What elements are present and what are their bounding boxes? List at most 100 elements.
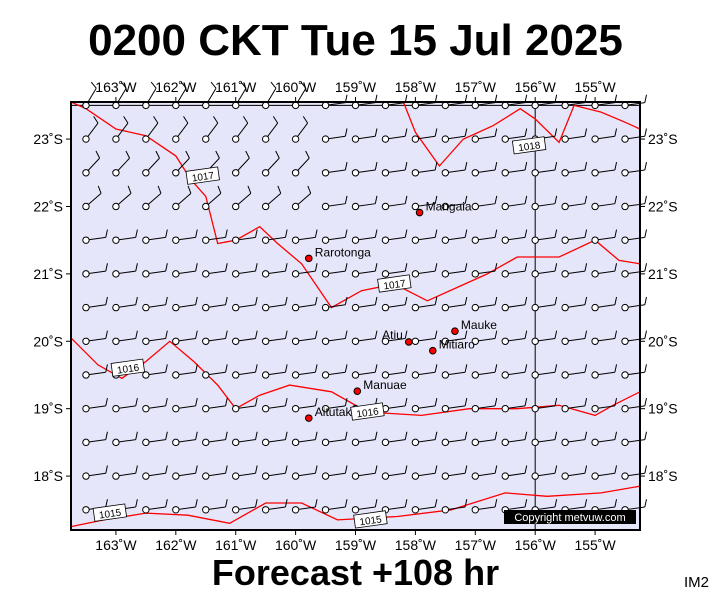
place-marker: Manuae bbox=[353, 378, 407, 395]
place-dot bbox=[451, 327, 459, 335]
wind-barb bbox=[82, 364, 108, 379]
wind-barb bbox=[172, 185, 192, 211]
wind-barb bbox=[621, 162, 647, 177]
lon-label-top: 159˚W bbox=[335, 79, 377, 95]
isobar-labels: 1015 1015 1016 1016 1017 1017 1018 bbox=[92, 136, 547, 529]
wind-barb bbox=[291, 397, 318, 413]
wind-barb bbox=[321, 195, 348, 211]
isobar-label: 1016 bbox=[110, 358, 146, 377]
isobar-value: 1015 bbox=[98, 508, 122, 522]
chart-title: 0200 CKT Tue 15 Jul 2025 bbox=[88, 16, 623, 65]
isobar-value: 1016 bbox=[356, 406, 380, 420]
lat-label-left: 21˚S bbox=[33, 266, 63, 282]
wind-barb bbox=[291, 330, 318, 345]
wind-barb bbox=[291, 296, 318, 312]
wind-barb bbox=[142, 364, 168, 379]
wind-barb bbox=[441, 499, 468, 514]
lon-label-bottom: 157˚W bbox=[455, 537, 497, 553]
wind-barb bbox=[321, 465, 348, 480]
wind-barb bbox=[531, 229, 558, 244]
wind-barb bbox=[471, 499, 498, 514]
wind-barb bbox=[501, 162, 528, 177]
wind-barb bbox=[351, 330, 378, 345]
wind-barb bbox=[261, 263, 288, 278]
wind-barb bbox=[561, 465, 588, 480]
lon-label-bottom: 160˚W bbox=[275, 537, 317, 553]
wind-barb bbox=[291, 185, 312, 211]
wind-barb bbox=[531, 397, 558, 413]
wind-barb bbox=[591, 364, 618, 379]
isobar-label: 1018 bbox=[511, 136, 547, 155]
place-name: Mitiaro bbox=[439, 338, 475, 352]
wind-barb bbox=[621, 397, 647, 413]
wind-barb bbox=[351, 296, 378, 312]
wind-barb bbox=[381, 263, 408, 278]
isobar-label: 1016 bbox=[350, 402, 385, 421]
isobar-value: 1018 bbox=[518, 140, 542, 154]
wind-barb bbox=[142, 465, 168, 480]
wind-barb bbox=[531, 263, 558, 278]
wind-barb bbox=[411, 499, 438, 514]
isobars bbox=[70, 101, 641, 528]
wind-barb bbox=[321, 128, 348, 143]
isobar-value: 1017 bbox=[383, 278, 407, 292]
wind-barb bbox=[531, 296, 558, 312]
wind-barb bbox=[591, 162, 618, 177]
wind-barb bbox=[621, 263, 647, 278]
lon-label-top: 158˚W bbox=[395, 79, 437, 95]
wind-barb bbox=[351, 229, 378, 244]
wind-barb bbox=[471, 263, 498, 278]
wind-barb bbox=[561, 128, 588, 143]
place-dot bbox=[415, 208, 424, 217]
place-name: Mauke bbox=[461, 318, 497, 332]
wind-barb bbox=[112, 330, 138, 345]
wind-barb bbox=[381, 162, 408, 177]
wind-barb bbox=[441, 263, 468, 278]
wind-barb bbox=[291, 364, 318, 379]
wind-barb bbox=[591, 263, 618, 278]
wind-barb bbox=[411, 195, 438, 211]
place-name: Atiu bbox=[382, 328, 403, 342]
wind-barb bbox=[261, 330, 288, 345]
lat-label-left: 18˚S bbox=[33, 468, 63, 484]
wind-barb bbox=[232, 296, 258, 312]
place-marker: Atiu bbox=[382, 328, 413, 346]
wind-barb bbox=[321, 431, 348, 447]
axis-ticks: 163˚W 163˚W 162˚W 162˚W 161˚W 161˚W 160˚W 160˚W… bbox=[33, 79, 677, 553]
wind-barb bbox=[591, 229, 618, 244]
lon-label-top: 163˚W bbox=[95, 79, 137, 95]
wind-barb bbox=[142, 185, 162, 211]
wind-barb bbox=[381, 128, 408, 143]
place-marker: Mauke bbox=[451, 318, 497, 335]
wind-barb bbox=[441, 465, 468, 480]
lon-label-top: 160˚W bbox=[275, 79, 317, 95]
wind-barb bbox=[232, 465, 258, 480]
wind-barb bbox=[591, 431, 618, 447]
wind-barb bbox=[232, 263, 258, 278]
wind-barb bbox=[202, 431, 228, 447]
isobar-value: 1015 bbox=[359, 514, 383, 528]
wind-barb bbox=[501, 229, 528, 244]
lat-label-left: 23˚S bbox=[33, 131, 63, 147]
wind-barb bbox=[411, 263, 438, 278]
wind-barb bbox=[142, 116, 159, 143]
isobar-label: 1017 bbox=[377, 274, 412, 293]
lat-label-left: 19˚S bbox=[33, 401, 63, 417]
wind-barb bbox=[621, 128, 647, 143]
lat-label-left: 20˚S bbox=[33, 333, 63, 349]
wind-barb bbox=[321, 330, 348, 345]
wind-barb bbox=[142, 296, 168, 312]
wind-barb bbox=[142, 263, 168, 278]
wind-barb bbox=[471, 229, 498, 244]
place-name: Aitutaki bbox=[315, 405, 354, 419]
place-dot bbox=[353, 387, 362, 395]
wind-barb bbox=[561, 162, 588, 177]
wind-barb bbox=[142, 431, 168, 447]
wind-barb bbox=[261, 499, 288, 514]
wind-barb bbox=[261, 116, 279, 143]
wind-barb bbox=[411, 397, 438, 413]
place-marker: Mitiaro bbox=[428, 338, 475, 355]
wind-barb bbox=[112, 150, 131, 177]
wind-barb bbox=[291, 431, 318, 447]
wind-barb bbox=[82, 296, 108, 312]
